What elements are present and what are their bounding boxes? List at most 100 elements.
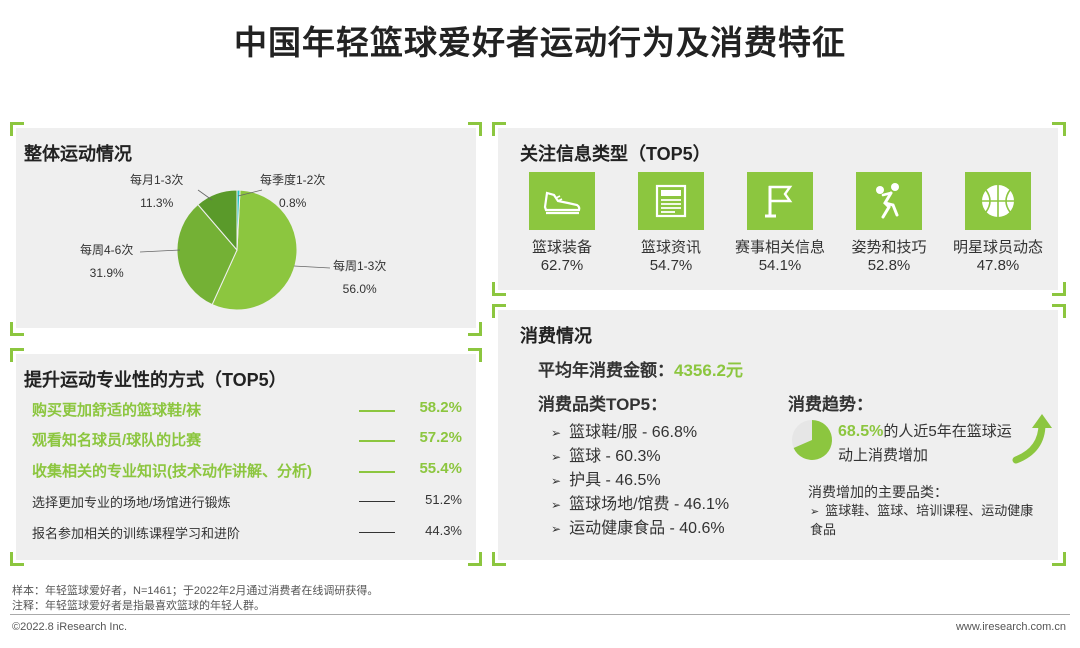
pie-label-value: 56.0% [342, 282, 377, 296]
info-item-name: 姿势和技巧 [851, 239, 927, 256]
arrow-bullet-icon: ➢ [551, 450, 562, 464]
pie-label-value: 0.8% [279, 196, 307, 210]
corner-decoration [1052, 282, 1066, 296]
ways-title: 提升运动专业性的方式（TOP5） [24, 370, 287, 390]
flag-icon [747, 172, 813, 230]
pie-label-value: 31.9% [89, 266, 124, 280]
website-link[interactable]: www.iresearch.com.cn [955, 621, 1066, 633]
category-item: ➢ 运动健康食品 - 40.6% [551, 514, 725, 538]
info-item-pct: 54.1% [758, 257, 802, 274]
corner-decoration [492, 282, 506, 296]
info-item-pct: 54.7% [649, 257, 693, 274]
way-item-divider [359, 471, 395, 473]
arrow-bullet-icon: ➢ [810, 506, 820, 518]
trend-text: 的人近5年在篮球运动上消费增加 [838, 423, 1012, 464]
trend-pie-slice [793, 420, 832, 460]
arrow-bullet-icon: ➢ [551, 474, 562, 488]
way-item-text: 观看知名球员/球队的比赛 [32, 432, 202, 449]
category-item: ➢ 篮球鞋/服 - 66.8% [551, 418, 697, 442]
avg-spend: 平均年消费金额：4356.2元 [538, 356, 743, 381]
corner-decoration [492, 552, 506, 566]
page-title: 中国年轻篮球爱好者运动行为及消费特征 [234, 24, 846, 61]
category-item-text: 护具 - 46.5% [569, 472, 661, 489]
pie-label-name: 每周4-6次 [80, 243, 134, 257]
way-item-text: 报名参加相关的训练课程学习和进阶 [32, 526, 241, 541]
pie-leader-line [139, 249, 181, 253]
overall-title: 整体运动情况 [24, 144, 132, 164]
avg-spend-label: 平均年消费金额： [538, 361, 674, 380]
pie-label-name: 每月1-3次 [130, 173, 184, 187]
newspaper-icon [638, 172, 704, 230]
info-item-news: 篮球资讯 54.7% [617, 172, 725, 274]
corner-decoration [468, 552, 482, 566]
way-item-divider [359, 440, 395, 442]
consumption-panel [498, 310, 1058, 560]
trend-up-arrow-icon [1012, 420, 1046, 464]
way-item: 收集相关的专业知识(技术动作讲解、分析) 55.4% [32, 460, 462, 484]
pie-slice-weekly-1-3 [211, 189, 298, 311]
pie-label-quarterly: 每季度1-2次 0.8% [260, 170, 325, 213]
pie-slice-weekly-4-6 [176, 203, 238, 306]
corner-decoration [1052, 552, 1066, 566]
arrow-bullet-icon: ➢ [551, 522, 562, 536]
corner-decoration [1052, 304, 1066, 318]
copyright: ©2022.8 iResearch Inc. [12, 621, 128, 633]
way-item-divider [359, 501, 395, 502]
trend-title: 消费趋势： [788, 395, 873, 414]
way-item-pct: 55.4% [419, 460, 462, 477]
category-title: 消费品类TOP5： [538, 395, 668, 414]
way-item: 购买更加舒适的篮球鞋/袜 58.2% [32, 399, 462, 423]
category-item-text: 篮球场地/馆费 - 46.1% [569, 496, 730, 513]
corner-decoration [1052, 122, 1066, 136]
corner-decoration [492, 122, 506, 136]
sub-categories-text: 篮球鞋、篮球、培训课程、运动健康食品 [810, 503, 1034, 537]
corner-decoration [10, 322, 24, 336]
info-item-events: 赛事相关信息 54.1% [726, 172, 834, 274]
way-item-divider [359, 410, 395, 412]
way-item-text: 选择更加专业的场地/场馆进行锻炼 [32, 495, 231, 510]
pie-label-weekly-4-6: 每周4-6次 31.9% [80, 240, 133, 283]
way-item-divider [359, 532, 395, 533]
pie-leader-line [293, 265, 331, 269]
avg-spend-value: 4356.2元 [674, 361, 743, 380]
way-item-pct: 58.2% [419, 399, 462, 416]
corner-decoration [468, 348, 482, 362]
arrow-bullet-icon: ➢ [551, 498, 562, 512]
category-item-text: 运动健康食品 - 40.6% [569, 520, 725, 537]
pie-label-name: 每周1-3次 [333, 259, 387, 273]
player-icon [856, 172, 922, 230]
way-item-pct: 44.3% [425, 523, 462, 538]
trend-description: 68.5%的人近5年在篮球运动上消费增加 [838, 420, 1018, 468]
corner-decoration [468, 322, 482, 336]
info-item-pct: 62.7% [540, 257, 584, 274]
info-item-name: 明星球员动态 [952, 239, 1043, 256]
way-item: 观看知名球员/球队的比赛 57.2% [32, 429, 462, 453]
pie-label-weekly-1-3: 每周1-3次 56.0% [333, 256, 386, 299]
way-item-pct: 51.2% [425, 492, 462, 507]
info-title: 关注信息类型（TOP5） [520, 144, 711, 164]
category-item: ➢ 护具 - 46.5% [551, 466, 661, 490]
footer-divider [10, 614, 1070, 615]
sneaker-icon [529, 172, 595, 230]
trend-pct: 68.5% [838, 423, 884, 440]
corner-decoration [10, 348, 24, 362]
trend-up-arrow-head [1032, 414, 1052, 428]
category-item-text: 篮球 - 60.3% [569, 448, 661, 465]
way-item: 选择更加专业的场地/场馆进行锻炼 51.2% [32, 490, 462, 514]
sub-categories: ➢ 篮球鞋、篮球、培训课程、运动健康食品 [810, 502, 1040, 539]
corner-decoration [10, 122, 24, 136]
pie-label-value: 11.3% [140, 196, 174, 210]
arrow-bullet-icon: ➢ [551, 426, 562, 440]
way-item: 报名参加相关的训练课程学习和进阶 44.3% [32, 521, 462, 545]
corner-decoration [10, 552, 24, 566]
consumption-title: 消费情况 [520, 326, 592, 346]
basketball-icon [965, 172, 1031, 230]
corner-decoration [468, 122, 482, 136]
info-item-pct: 52.8% [867, 257, 911, 274]
info-item-equipment: 篮球装备 62.7% [508, 172, 616, 274]
category-item: ➢ 篮球场地/馆费 - 46.1% [551, 490, 729, 514]
pie-leader-line [197, 189, 213, 201]
info-item-name: 篮球资讯 [640, 239, 701, 256]
ways-panel [16, 354, 476, 560]
way-item-text: 收集相关的专业知识(技术动作讲解、分析) [32, 463, 312, 480]
